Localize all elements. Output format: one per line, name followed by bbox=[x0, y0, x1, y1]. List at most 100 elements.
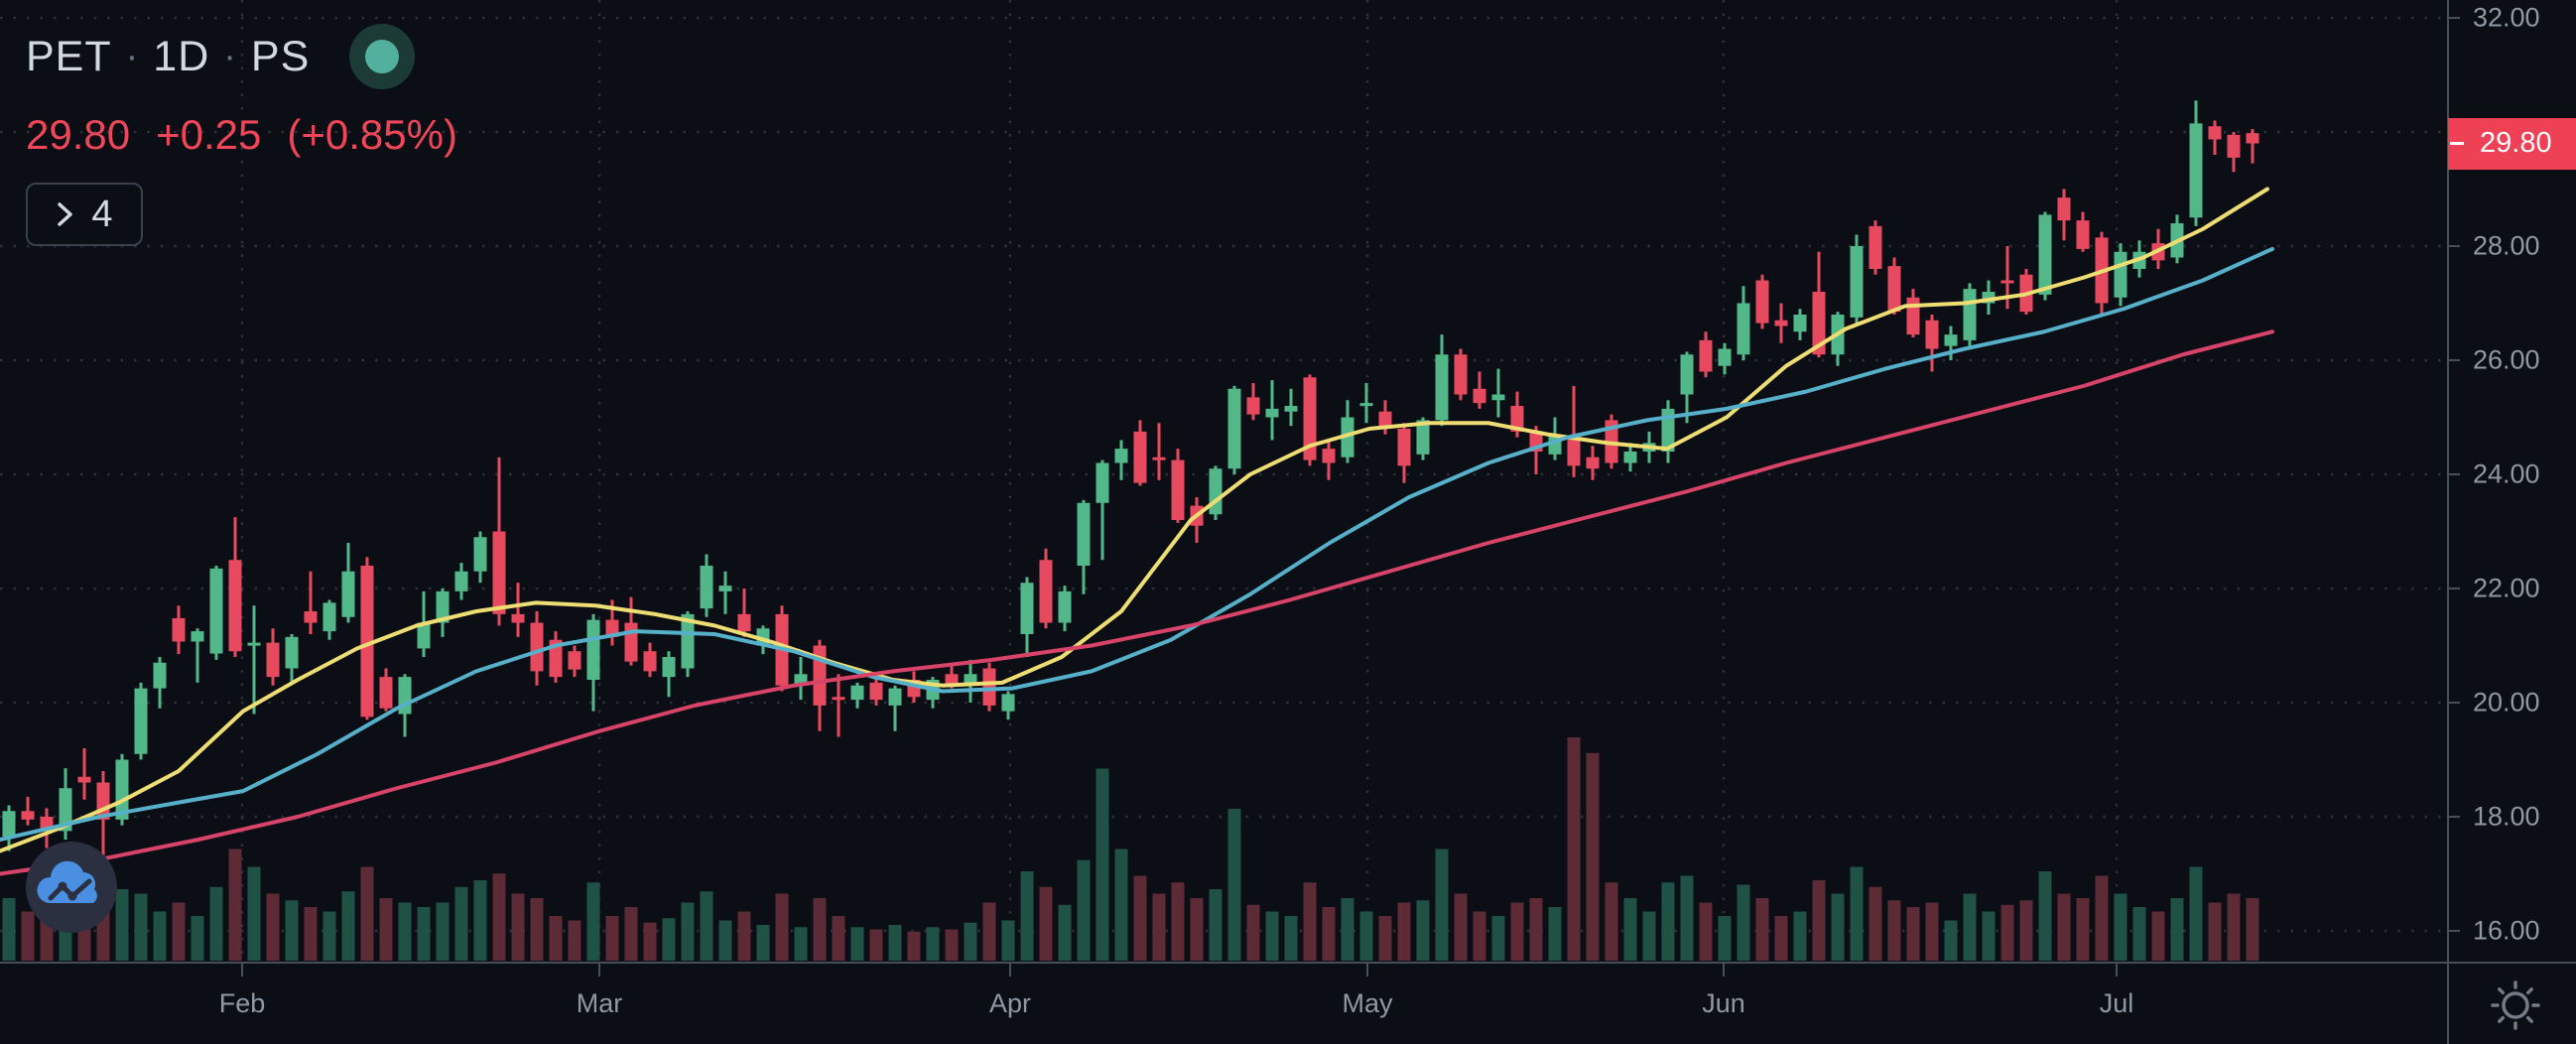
candle-body bbox=[700, 566, 713, 609]
candle-body bbox=[1209, 468, 1223, 515]
candle-body bbox=[1077, 502, 1091, 566]
price-change-percent: (+0.85%) bbox=[287, 111, 457, 158]
volume-bar bbox=[813, 898, 827, 961]
volume-bar bbox=[1095, 768, 1109, 961]
exchange-label[interactable]: PS bbox=[250, 32, 311, 80]
candle-body bbox=[2246, 133, 2259, 144]
volume-bar bbox=[1623, 898, 1637, 961]
volume-bar bbox=[2038, 871, 2052, 961]
price-change: +0.25 bbox=[156, 111, 262, 158]
volume-bar bbox=[1152, 893, 1166, 961]
volume-bar bbox=[869, 929, 883, 961]
volume-bar bbox=[1831, 893, 1845, 961]
volume-bar bbox=[1171, 882, 1185, 961]
volume-bar bbox=[964, 922, 977, 961]
volume-bar bbox=[1001, 920, 1015, 961]
candle-body bbox=[1171, 459, 1185, 520]
candle-body bbox=[379, 677, 393, 709]
candle-body bbox=[869, 682, 883, 701]
volume-bar bbox=[530, 898, 544, 961]
price-axis-label: 18.00 bbox=[2473, 801, 2540, 832]
candle-body bbox=[1039, 560, 1053, 623]
volume-bar bbox=[266, 893, 280, 961]
interval-label[interactable]: 1D bbox=[153, 32, 210, 80]
volume-bar bbox=[115, 889, 129, 961]
symbol-name[interactable]: PET bbox=[26, 32, 112, 80]
volume-bar bbox=[775, 893, 789, 961]
volume-bar bbox=[21, 911, 35, 961]
volume-bar bbox=[1133, 875, 1147, 961]
volume-bar bbox=[1265, 911, 1279, 961]
candle-body bbox=[1473, 388, 1486, 404]
volume-bar bbox=[1868, 886, 1882, 961]
volume-bar bbox=[1284, 916, 1298, 961]
volume-bar bbox=[1982, 911, 1996, 961]
volume-bar bbox=[1077, 859, 1091, 961]
volume-bar bbox=[1227, 809, 1241, 961]
cloud-chart-logo-icon[interactable] bbox=[26, 842, 117, 933]
candle-body bbox=[888, 688, 902, 706]
volume-bar bbox=[737, 911, 751, 961]
ma-fast-yellow-line bbox=[0, 187, 2269, 853]
candle-body bbox=[718, 586, 732, 591]
time-axis-label: Feb bbox=[218, 988, 266, 1018]
candle-body bbox=[1303, 377, 1317, 460]
candle-body bbox=[2227, 134, 2241, 158]
candle-body bbox=[454, 571, 468, 591]
candle-body bbox=[2038, 214, 2052, 295]
volume-bar bbox=[247, 866, 261, 961]
candle-body bbox=[964, 674, 977, 686]
volume-bar bbox=[1359, 911, 1373, 961]
volume-bar bbox=[360, 866, 374, 961]
volume-bar bbox=[1510, 902, 1524, 961]
timescale-settings-button[interactable] bbox=[2489, 979, 2542, 1032]
candle-body bbox=[153, 662, 167, 689]
candle-body bbox=[511, 613, 525, 623]
volume-bar bbox=[1378, 916, 1392, 961]
candle-body bbox=[832, 697, 845, 701]
candle-body bbox=[1623, 452, 1637, 463]
toolbar-expand-button[interactable]: 4 bbox=[26, 183, 143, 246]
volume-bar bbox=[945, 929, 959, 961]
candle-body bbox=[247, 642, 261, 646]
candle-body bbox=[228, 560, 242, 652]
volume-bar bbox=[2019, 900, 2033, 961]
candle-body bbox=[1152, 457, 1166, 460]
candle-body bbox=[794, 674, 808, 686]
volume-bar bbox=[417, 907, 431, 961]
volume-bar bbox=[398, 902, 412, 961]
volume-bar bbox=[1209, 889, 1223, 961]
market-status-dot-icon[interactable] bbox=[349, 24, 416, 89]
volume-bar bbox=[1454, 893, 1468, 961]
candle-body bbox=[2208, 126, 2222, 140]
volume-bar bbox=[1661, 882, 1675, 961]
volume-bar bbox=[1303, 882, 1317, 961]
volume-bar bbox=[718, 920, 732, 961]
candle-body bbox=[1586, 457, 1600, 469]
price-axis-label: 24.00 bbox=[2473, 458, 2540, 489]
toolbar-count: 4 bbox=[91, 193, 113, 235]
candle-body bbox=[982, 668, 996, 706]
candle-body bbox=[2057, 197, 2071, 221]
volume-bar bbox=[1058, 904, 1072, 961]
candle-body bbox=[945, 674, 959, 686]
candle-body bbox=[1718, 348, 1732, 366]
chevron-right-icon bbox=[58, 202, 73, 226]
tag-tick-icon bbox=[2450, 142, 2464, 145]
volume-bar bbox=[662, 918, 676, 961]
candle-body bbox=[436, 590, 450, 623]
candle-body bbox=[1416, 420, 1430, 455]
volume-bar bbox=[832, 916, 845, 961]
candle-body bbox=[850, 685, 864, 701]
volume-bar bbox=[605, 916, 619, 961]
candle-body bbox=[2000, 280, 2014, 284]
candle-body bbox=[285, 636, 299, 669]
volume-bar bbox=[379, 898, 393, 961]
candle-body bbox=[1737, 303, 1750, 355]
volume-bar bbox=[1491, 916, 1505, 961]
symbol-title[interactable]: PET · 1D · PS bbox=[26, 24, 457, 89]
volume-bar bbox=[1887, 900, 1901, 961]
volume-bar bbox=[1529, 898, 1543, 961]
